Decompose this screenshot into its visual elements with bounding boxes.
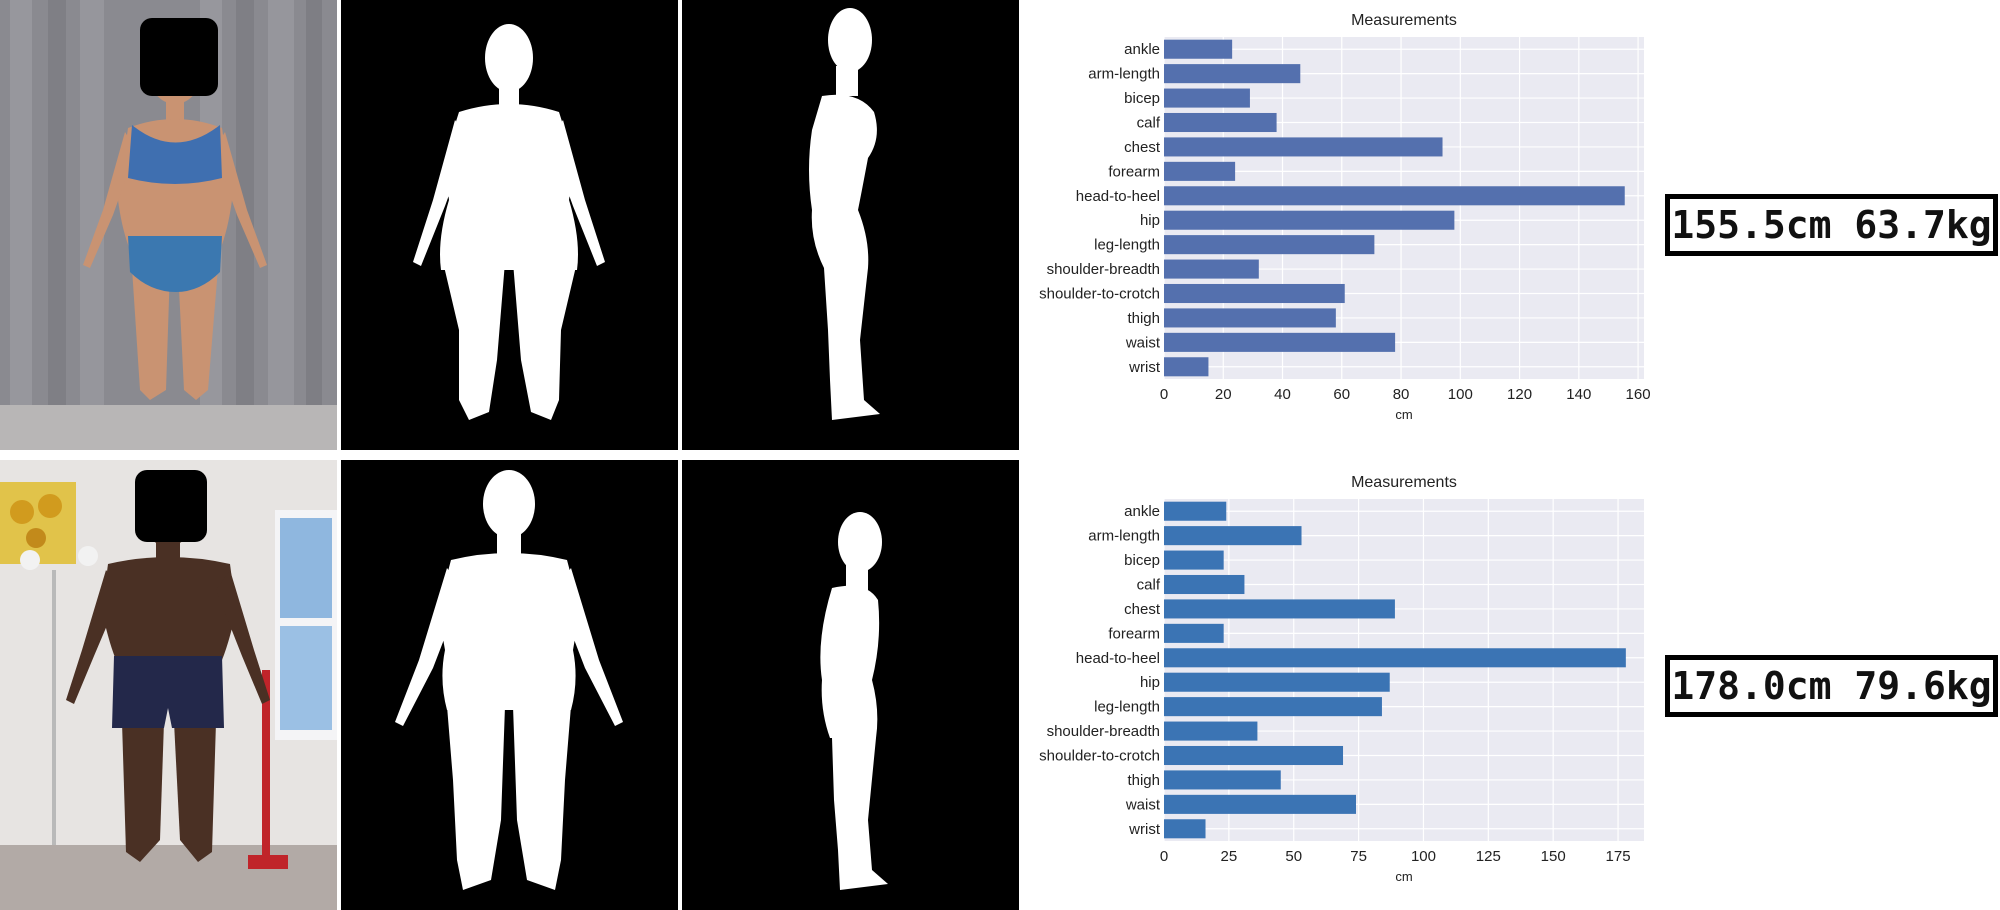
measurements-chart-1: Measurements ankle arm-length bicep calf ches… xyxy=(1020,5,1660,445)
bar-shoulder-to-crotch xyxy=(1164,283,1345,304)
side-silhouette-1 xyxy=(682,0,1019,450)
x-tick-label: 40 xyxy=(1274,386,1291,403)
bar-shoulder-breadth xyxy=(1164,721,1258,741)
category-label: shoulder-breadth xyxy=(1047,261,1160,278)
category-label: wrist xyxy=(1128,359,1161,376)
front-silhouette-1 xyxy=(341,0,678,450)
bar-wrist xyxy=(1164,357,1209,377)
x-tick-label: 140 xyxy=(1566,386,1591,403)
category-label: thigh xyxy=(1127,310,1160,327)
bar-forearm xyxy=(1164,623,1224,643)
category-label: wrist xyxy=(1128,821,1161,838)
category-label: thigh xyxy=(1127,772,1160,789)
plot-area xyxy=(1164,499,1644,841)
bar-hip xyxy=(1164,210,1455,230)
bar-hip xyxy=(1164,672,1390,692)
bar-leg-length xyxy=(1164,697,1382,717)
bar-thigh xyxy=(1164,308,1336,328)
bar-ankle xyxy=(1164,39,1233,59)
category-label: waist xyxy=(1125,796,1161,813)
x-tick-label: 80 xyxy=(1393,386,1410,403)
measurements-chart-2: Measurements ankle arm-length bicep calf ches… xyxy=(1020,467,1660,907)
x-tick-label: 100 xyxy=(1448,386,1473,403)
bar-calf xyxy=(1164,112,1277,133)
category-label: bicep xyxy=(1124,90,1160,107)
bar-thigh xyxy=(1164,770,1281,790)
side-silhouette-2 xyxy=(682,460,1019,910)
category-label: hip xyxy=(1140,674,1160,691)
height-weight-readout-1: 155.5cm 63.7kg xyxy=(1665,194,1998,256)
category-label: leg-length xyxy=(1094,237,1160,254)
bar-leg-length xyxy=(1164,235,1375,255)
category-label: forearm xyxy=(1108,625,1160,642)
height-weight-readout-2: 178.0cm 79.6kg xyxy=(1665,655,1998,717)
category-label: shoulder-to-crotch xyxy=(1039,748,1160,765)
chart-title: Measurements xyxy=(1351,474,1457,491)
front-photo-1 xyxy=(0,0,337,450)
bar-head-to-heel xyxy=(1164,648,1626,668)
category-label: forearm xyxy=(1108,163,1160,180)
x-tick-label: 75 xyxy=(1350,848,1367,865)
category-label: leg-length xyxy=(1094,699,1160,716)
x-tick-label: 0 xyxy=(1160,386,1168,403)
category-label: arm-length xyxy=(1088,66,1160,83)
bar-ankle xyxy=(1164,501,1227,521)
category-label: shoulder-breadth xyxy=(1047,723,1160,740)
category-label: hip xyxy=(1140,212,1160,229)
bar-bicep xyxy=(1164,88,1250,108)
bar-chest xyxy=(1164,137,1443,157)
bar-wrist xyxy=(1164,819,1206,839)
bar-waist xyxy=(1164,332,1396,352)
x-tick-label: 60 xyxy=(1333,386,1350,403)
category-label: chest xyxy=(1124,601,1161,618)
x-tick-label: 175 xyxy=(1606,848,1631,865)
bar-bicep xyxy=(1164,550,1224,570)
category-label: waist xyxy=(1125,334,1161,351)
front-photo-2 xyxy=(0,460,337,910)
x-tick-label: 160 xyxy=(1626,386,1651,403)
x-tick-label: 25 xyxy=(1221,848,1238,865)
category-label: calf xyxy=(1137,115,1161,132)
front-silhouette-2 xyxy=(341,460,678,910)
bar-calf xyxy=(1164,574,1245,595)
bar-shoulder-to-crotch xyxy=(1164,745,1344,766)
bar-shoulder-breadth xyxy=(1164,259,1259,279)
x-axis-label: cm xyxy=(1395,869,1412,884)
category-label: ankle xyxy=(1124,41,1160,58)
x-axis-label: cm xyxy=(1395,407,1412,422)
x-tick-label: 50 xyxy=(1285,848,1302,865)
x-tick-label: 100 xyxy=(1411,848,1436,865)
x-tick-label: 150 xyxy=(1541,848,1566,865)
plot-area xyxy=(1164,37,1644,379)
x-tick-label: 120 xyxy=(1507,386,1532,403)
bar-waist xyxy=(1164,794,1356,814)
category-label: shoulder-to-crotch xyxy=(1039,286,1160,303)
bar-chest xyxy=(1164,599,1395,619)
category-label: ankle xyxy=(1124,503,1160,520)
bar-forearm xyxy=(1164,161,1236,181)
category-label: head-to-heel xyxy=(1076,188,1160,205)
bar-head-to-heel xyxy=(1164,186,1625,206)
chart-title: Measurements xyxy=(1351,12,1457,29)
category-label: head-to-heel xyxy=(1076,650,1160,667)
category-label: calf xyxy=(1137,577,1161,594)
x-tick-label: 125 xyxy=(1476,848,1501,865)
category-label: chest xyxy=(1124,139,1161,156)
category-label: arm-length xyxy=(1088,528,1160,545)
category-label: bicep xyxy=(1124,552,1160,569)
x-tick-label: 0 xyxy=(1160,848,1168,865)
bar-arm-length xyxy=(1164,64,1301,84)
x-tick-label: 20 xyxy=(1215,386,1232,403)
bar-arm-length xyxy=(1164,526,1302,546)
